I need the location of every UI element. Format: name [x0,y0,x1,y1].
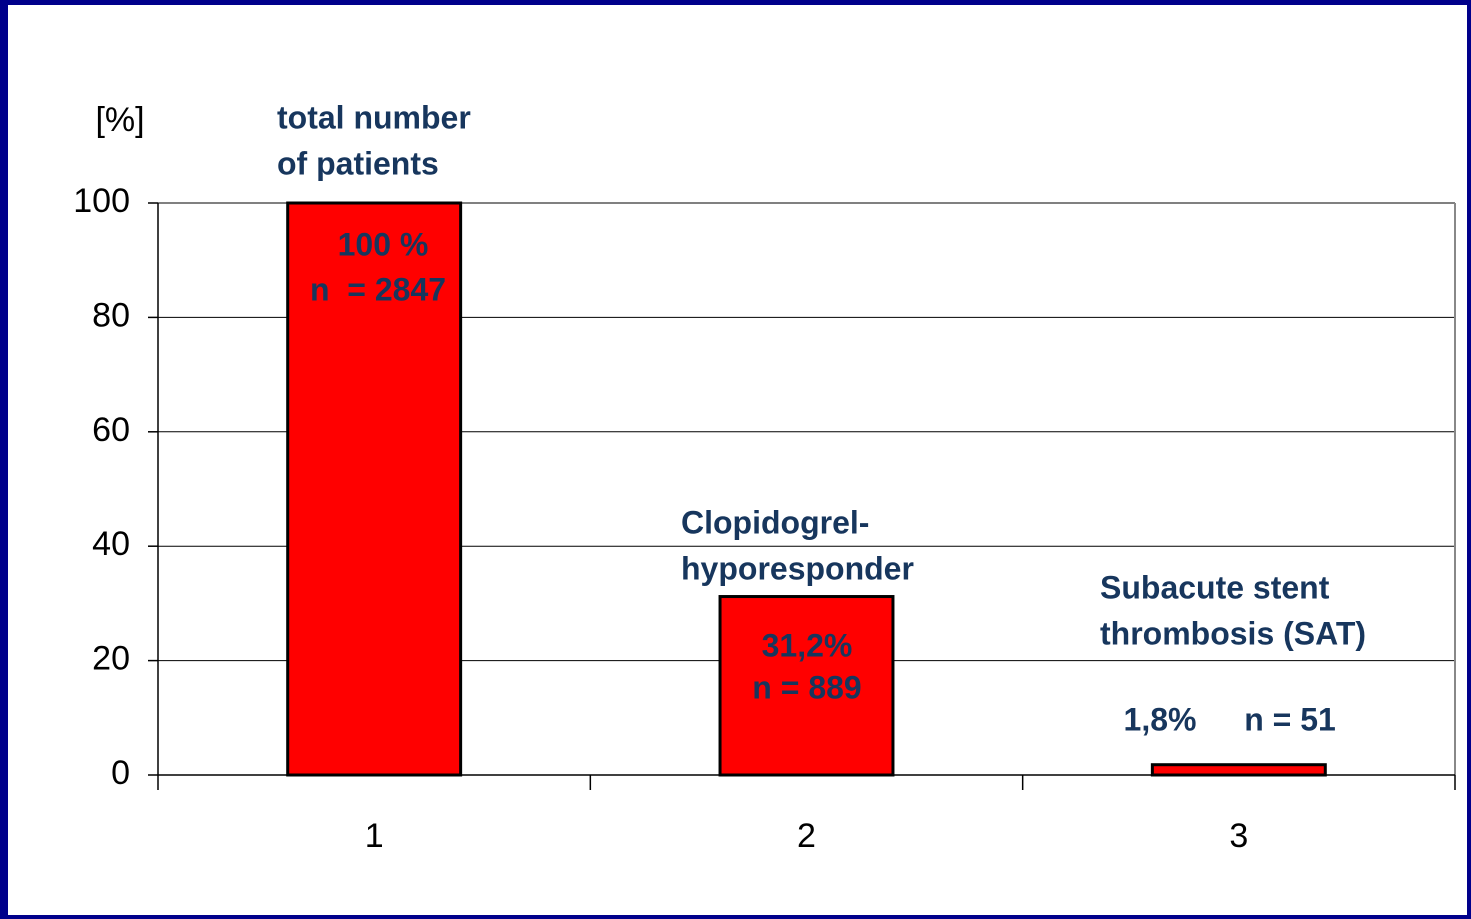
n-label: n = 889 [752,669,861,705]
x-tick-label: 3 [1229,817,1248,855]
y-tick-label: 100 [73,182,130,220]
y-tick-label: 40 [92,525,130,563]
y-tick-label: 0 [111,754,130,792]
value-label: 100 % [338,226,429,262]
annotation: Subacute stent [1100,569,1330,605]
y-tick-label: 80 [92,296,130,334]
y-tick-label: 60 [92,411,130,449]
bar [1150,763,1327,777]
n-label: n = 51 [1244,701,1336,737]
bar [286,201,463,777]
background [8,5,1467,915]
n-label: n = 2847 [310,271,446,307]
y-axis-label: [%] [95,101,144,139]
annotation: Clopidogrel- [681,504,869,540]
annotation: of patients [277,145,439,181]
x-tick-label: 1 [365,817,384,855]
annotation: total number [277,99,471,135]
value-label: 1,8% [1124,701,1197,737]
x-tick-label: 2 [797,817,816,855]
y-tick-label: 20 [92,640,130,678]
value-label: 31,2% [762,627,853,663]
annotation: thrombosis (SAT) [1100,615,1366,651]
annotation: hyporesponder [681,550,914,586]
bar [718,595,895,777]
